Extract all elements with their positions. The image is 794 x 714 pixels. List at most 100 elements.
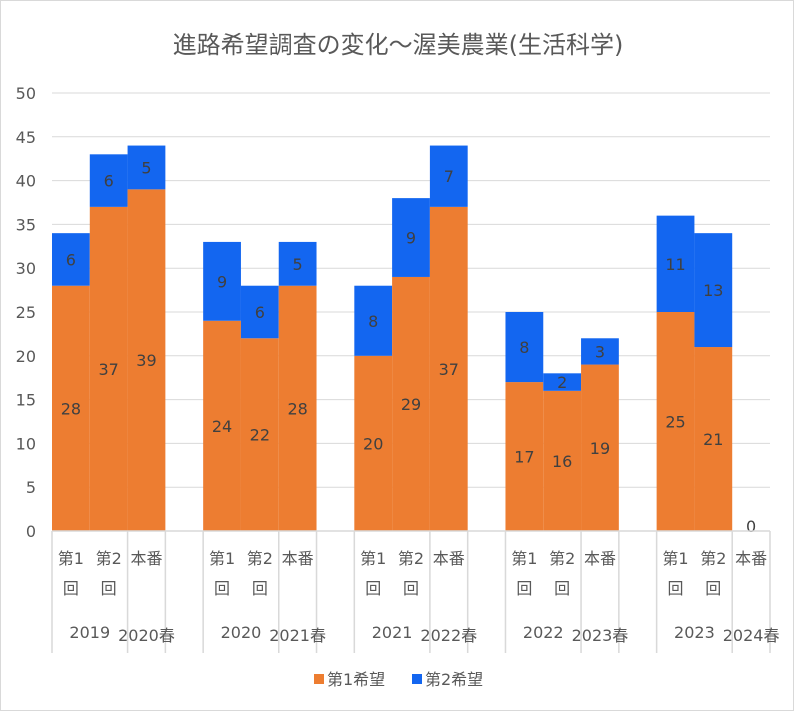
data-label: 5 bbox=[293, 255, 303, 274]
x-category-label: 本番 bbox=[735, 549, 767, 568]
x-category-label: 第2 bbox=[247, 549, 273, 568]
x-category-label: 第1 bbox=[360, 549, 386, 568]
bar-segment bbox=[203, 320, 241, 531]
data-label: 37 bbox=[439, 360, 459, 379]
y-tick-label: 0 bbox=[26, 522, 36, 541]
x-group-year-label: 2023 bbox=[674, 623, 715, 642]
bar-segment bbox=[505, 312, 544, 383]
data-label: 3 bbox=[595, 342, 605, 361]
y-tick-label: 40 bbox=[16, 172, 36, 191]
bar-segment bbox=[89, 154, 128, 207]
bar-segment bbox=[127, 189, 166, 532]
x-group-spring-label: 2024春 bbox=[723, 626, 780, 645]
x-category-label: 第2 bbox=[700, 549, 726, 568]
x-category-label-line2: 回 bbox=[101, 579, 117, 598]
data-label: 37 bbox=[99, 360, 119, 379]
data-label: 24 bbox=[212, 417, 232, 436]
data-label: 17 bbox=[514, 448, 534, 467]
data-label: 9 bbox=[406, 229, 416, 248]
x-group-year-label: 2020 bbox=[221, 623, 262, 642]
y-tick-label: 30 bbox=[16, 259, 36, 278]
data-label: 16 bbox=[552, 452, 572, 471]
y-tick-label: 45 bbox=[16, 128, 36, 147]
x-category-label-line2: 回 bbox=[63, 579, 79, 598]
x-group-spring-label: 2021春 bbox=[269, 626, 326, 645]
x-group-spring-label: 2023春 bbox=[572, 626, 629, 645]
legend-label: 第2希望 bbox=[425, 670, 483, 689]
x-category-label: 本番 bbox=[584, 549, 616, 568]
data-label: 9 bbox=[217, 272, 227, 291]
x-category-label: 第1 bbox=[58, 549, 84, 568]
data-label: 11 bbox=[665, 255, 685, 274]
bar-segment bbox=[543, 373, 582, 391]
data-label: 39 bbox=[136, 351, 156, 370]
bar-segment bbox=[278, 285, 317, 531]
x-category-label-line2: 回 bbox=[214, 579, 230, 598]
bar-segment bbox=[127, 145, 166, 190]
y-tick-label: 25 bbox=[16, 303, 36, 322]
x-category-label-line2: 回 bbox=[668, 579, 684, 598]
x-category-label: 第1 bbox=[209, 549, 235, 568]
legend-label: 第1希望 bbox=[327, 670, 385, 689]
data-label: 25 bbox=[665, 413, 685, 432]
data-label: 6 bbox=[66, 250, 76, 269]
data-label: 2 bbox=[557, 373, 567, 392]
data-label: 0 bbox=[746, 517, 756, 536]
y-tick-label: 5 bbox=[26, 478, 36, 497]
x-group-year-label: 2022 bbox=[523, 623, 564, 642]
x-category-label-line2: 回 bbox=[252, 579, 268, 598]
x-category-label: 第1 bbox=[511, 549, 537, 568]
bar-segment bbox=[52, 233, 90, 286]
y-tick-label: 35 bbox=[16, 215, 36, 234]
data-label: 6 bbox=[255, 303, 265, 322]
bar-segment bbox=[89, 206, 128, 531]
x-category-label-line2: 回 bbox=[403, 579, 419, 598]
bar-segment bbox=[581, 338, 619, 365]
bar-segment bbox=[278, 241, 317, 286]
data-label: 7 bbox=[444, 167, 454, 186]
x-group-spring-label: 2020春 bbox=[118, 626, 175, 645]
data-label: 8 bbox=[519, 338, 529, 357]
bar-segment bbox=[694, 347, 733, 531]
bar-segment bbox=[240, 285, 279, 339]
bar-segment bbox=[354, 355, 393, 531]
bar-segment bbox=[392, 198, 430, 277]
y-tick-label: 15 bbox=[16, 391, 36, 410]
y-tick-label: 50 bbox=[16, 84, 36, 103]
x-category-label: 本番 bbox=[433, 549, 465, 568]
bar-segment bbox=[656, 215, 695, 312]
data-label: 13 bbox=[703, 281, 723, 300]
data-label: 29 bbox=[401, 395, 421, 414]
x-category-label: 第2 bbox=[549, 549, 575, 568]
x-category-label-line2: 回 bbox=[365, 579, 381, 598]
bar-segment bbox=[354, 285, 393, 356]
bar-segment bbox=[392, 276, 430, 531]
x-group-year-label: 2021 bbox=[372, 623, 413, 642]
legend-swatch bbox=[314, 674, 324, 684]
x-category-label: 本番 bbox=[130, 549, 162, 568]
y-tick-label: 10 bbox=[16, 434, 36, 453]
data-label: 22 bbox=[250, 426, 270, 445]
data-label: 5 bbox=[141, 158, 151, 177]
x-category-label: 第2 bbox=[96, 549, 122, 568]
bar-segment bbox=[505, 382, 544, 531]
bar-segment bbox=[240, 338, 279, 531]
x-category-label-line2: 回 bbox=[705, 579, 721, 598]
bar-segment bbox=[429, 145, 468, 207]
data-label: 6 bbox=[104, 172, 114, 191]
bar-segment bbox=[581, 364, 619, 531]
data-label: 8 bbox=[368, 312, 378, 331]
bar-segment bbox=[429, 206, 468, 531]
x-category-label: 本番 bbox=[282, 549, 314, 568]
data-label: 28 bbox=[287, 399, 307, 418]
bar-segment bbox=[656, 312, 695, 531]
x-category-label-line2: 回 bbox=[554, 579, 570, 598]
chart-title: 進路希望調査の変化～渥美農業(生活科学) bbox=[173, 31, 624, 59]
data-label: 28 bbox=[61, 399, 81, 418]
x-group-year-label: 2019 bbox=[69, 623, 110, 642]
x-category-label: 第2 bbox=[398, 549, 424, 568]
y-tick-label: 20 bbox=[16, 347, 36, 366]
x-category-label-line2: 回 bbox=[516, 579, 532, 598]
